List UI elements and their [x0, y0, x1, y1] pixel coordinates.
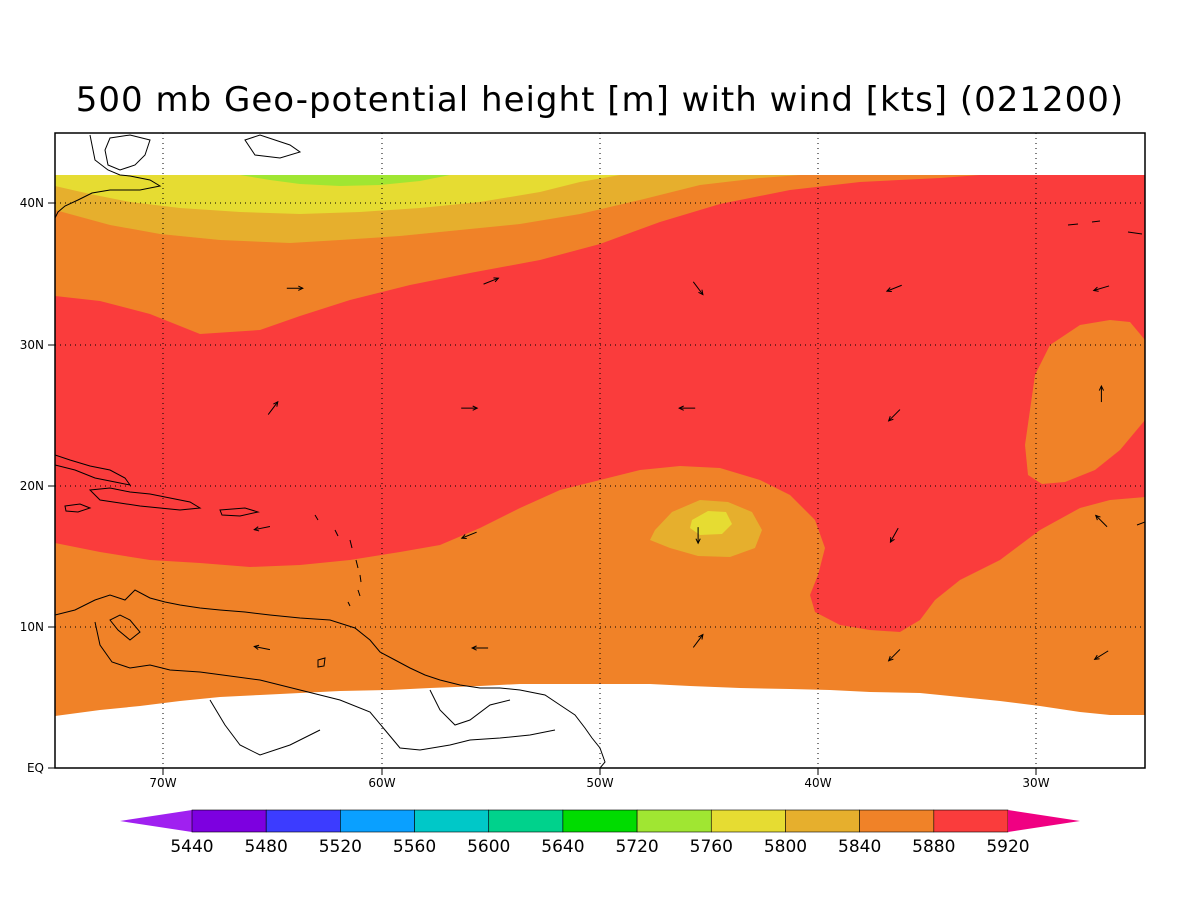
- wind-arrow: [253, 526, 271, 532]
- coast-puerto-rico: [219, 507, 260, 517]
- wind-arrow: [889, 527, 899, 544]
- coast-south-america: [55, 589, 606, 768]
- colorbar-swatch: [414, 809, 490, 833]
- colorbar-swatch: [859, 809, 935, 833]
- wind-arrow: [483, 277, 500, 285]
- colorbar-label: 5600: [467, 837, 510, 857]
- wind-arrow: [253, 644, 271, 651]
- coast-cuba: [55, 454, 132, 486]
- colorbar-label: 5720: [615, 837, 658, 857]
- colorbar-label: 5880: [912, 837, 955, 857]
- wind-arrow: [460, 531, 477, 539]
- wind-arrow: [695, 527, 701, 545]
- colorbar-label: 5520: [319, 837, 362, 857]
- coast-lesser-antilles: [314, 514, 362, 607]
- wind-arrow: [692, 281, 704, 296]
- fill-5760-upper: [240, 175, 450, 186]
- colorbar-label: 5800: [764, 837, 807, 857]
- coast-venezuela-interior: [94, 621, 556, 751]
- colorbar-swatch: [265, 809, 341, 833]
- colorbar-swatch: [710, 809, 786, 833]
- wind-arrow: [678, 405, 696, 411]
- fill-5800-cell: [690, 511, 732, 535]
- colorbar-swatch: [340, 809, 415, 833]
- xtick-label-40w: 40W: [804, 776, 831, 790]
- coast-newfoundland: [244, 134, 302, 159]
- fill-5800-upper: [55, 175, 620, 214]
- gridlines: [55, 133, 1145, 768]
- colorbar-label: 5640: [541, 837, 584, 857]
- ytick-label-20n: 20N: [20, 479, 44, 493]
- ytick-label-40n: 40N: [20, 196, 44, 210]
- coast-hispaniola: [88, 487, 202, 511]
- ytick-label-eq: EQ: [27, 761, 44, 775]
- colorbar-label: 5920: [986, 837, 1029, 857]
- wind-arrow: [1094, 514, 1108, 528]
- coastlines: [55, 134, 1145, 768]
- coast-maracaibo: [109, 614, 141, 641]
- colorbar-label: 5560: [393, 837, 436, 857]
- ytick-label-10n: 10N: [20, 620, 44, 634]
- colorbar-swatch: [191, 809, 267, 833]
- ytick-label-30n: 30N: [20, 338, 44, 352]
- wind-arrow: [887, 409, 901, 422]
- coast-nova-scotia: [104, 134, 151, 171]
- height-field: [55, 175, 1145, 716]
- wind-arrow: [692, 633, 704, 648]
- colorbar-high-triangle: [1008, 810, 1080, 832]
- coast-jamaica: [64, 503, 92, 513]
- colorbar-label: 5760: [690, 837, 733, 857]
- colorbar-swatch: [785, 809, 860, 833]
- wind-arrow: [1092, 285, 1110, 292]
- colorbar-label: 5480: [245, 837, 288, 857]
- colorbar-low-triangle: [120, 810, 192, 832]
- coast-north-america: [55, 134, 162, 219]
- xtick-label-30w: 30W: [1022, 776, 1049, 790]
- wind-vectors: [253, 277, 1110, 662]
- colorbar-swatch: [933, 809, 1009, 833]
- fill-east-lobe: [1025, 320, 1145, 484]
- colorbar: 5440 5480 5520 5560 5600 5640 5720 5760 5800 5840…: [120, 809, 1080, 857]
- colorbar-label: 5840: [838, 837, 881, 857]
- coast-africa-edge: [1136, 521, 1145, 526]
- coast-interior-border: [209, 689, 511, 756]
- colorbar-swatch: [562, 809, 638, 833]
- chart-title: 500 mb Geo-potential height [m] with win…: [75, 80, 1125, 120]
- wind-arrow: [1098, 384, 1105, 403]
- colorbar-swatch: [488, 809, 564, 833]
- coast-trinidad: [317, 657, 326, 668]
- wind-arrow: [887, 649, 901, 662]
- coast-islands-east: [1067, 220, 1143, 235]
- xtick-label-60w: 60W: [368, 776, 395, 790]
- xtick-label-70w: 70W: [149, 776, 176, 790]
- wind-arrow: [461, 405, 479, 411]
- colorbar-label: 5440: [170, 837, 213, 857]
- wind-arrow: [885, 284, 902, 293]
- wind-arrow: [1093, 650, 1109, 660]
- tick-marks: [48, 202, 1037, 775]
- wind-arrow: [286, 285, 304, 291]
- wind-arrow: [470, 645, 489, 651]
- colorbar-swatch: [636, 809, 712, 833]
- wind-arrow: [267, 400, 279, 415]
- xtick-label-50w: 50W: [586, 776, 613, 790]
